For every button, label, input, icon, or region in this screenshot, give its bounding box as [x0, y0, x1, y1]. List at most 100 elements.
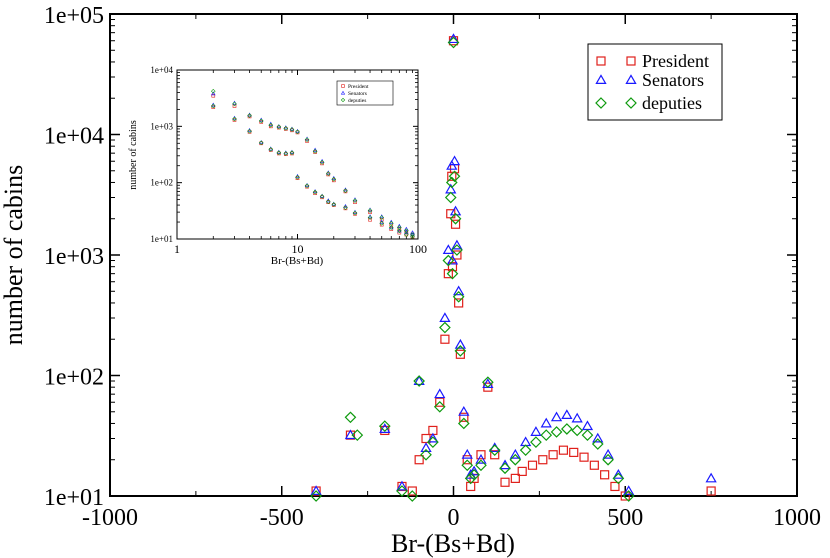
- inset-data-point: [343, 204, 348, 208]
- data-point: [475, 453, 487, 464]
- inset-legend: President Senators deputies: [336, 80, 394, 106]
- data-point: [439, 321, 451, 334]
- data-point: [310, 485, 322, 496]
- inset-data-point: [353, 212, 357, 216]
- data-point: [464, 472, 477, 485]
- data-point: [454, 345, 467, 357]
- data-point: [351, 429, 364, 441]
- inset-data-point: [404, 232, 409, 237]
- inset-data-point: [397, 225, 402, 230]
- data-point: [461, 448, 473, 459]
- inset-data-point: [320, 161, 324, 166]
- inset-data-point: [211, 105, 216, 109]
- legend-label-senators: Senators: [642, 70, 704, 90]
- inset-y-tick-label: 1e+03: [150, 121, 173, 131]
- inset-data-point: [397, 230, 402, 235]
- data-point: [538, 455, 548, 465]
- inset-data-point: [259, 120, 264, 124]
- data-point: [344, 411, 357, 424]
- data-point: [453, 285, 465, 296]
- data-point: [396, 480, 408, 491]
- inset-data-point: [397, 228, 402, 234]
- data-point: [490, 450, 500, 460]
- data-point: [530, 436, 542, 448]
- data-point: [461, 459, 474, 472]
- inset-data-point: [289, 127, 295, 132]
- inset-data-points: [210, 88, 415, 239]
- data-point: [561, 409, 573, 420]
- data-point: [449, 212, 462, 225]
- main-x-axis-label: Br-(Bs+Bd): [391, 529, 515, 558]
- data-point: [407, 486, 417, 496]
- inset-data-point: [352, 198, 358, 203]
- data-point: [427, 436, 439, 448]
- data-point: [451, 239, 463, 250]
- data-point: [482, 376, 494, 389]
- inset-series-deputies: [210, 88, 415, 239]
- data-point: [420, 442, 432, 453]
- data-point: [310, 490, 322, 502]
- data-point: [468, 468, 480, 481]
- data-point: [602, 453, 614, 466]
- x-tick-label: -1000: [82, 505, 138, 531]
- y-tick-label: 1e+04: [44, 124, 104, 150]
- data-point: [448, 170, 461, 183]
- inset-data-point: [326, 172, 331, 177]
- data-point: [406, 490, 419, 502]
- data-point: [447, 262, 458, 272]
- data-point: [530, 426, 542, 436]
- inset-data-point: [397, 228, 402, 233]
- inset-data-point: [389, 227, 394, 231]
- legend-marker-deputies: [595, 97, 607, 109]
- legend-marker-president: [626, 56, 636, 66]
- legend-marker-president: [596, 56, 606, 66]
- inset-x-tick-label: 10: [292, 242, 304, 256]
- data-point: [449, 205, 462, 216]
- data-point: [509, 453, 522, 466]
- legend-marker-senators: [595, 74, 607, 85]
- data-point: [450, 219, 461, 229]
- inset-data-point: [389, 219, 394, 224]
- data-point: [612, 468, 625, 479]
- series-deputies: [310, 36, 635, 502]
- inset-data-point: [268, 122, 274, 128]
- inset-data-point: [331, 202, 337, 207]
- inset-x-tick-label: 100: [409, 242, 427, 256]
- data-point: [706, 486, 716, 496]
- inset-legend-label-senators: Senators: [348, 91, 367, 97]
- data-point: [540, 417, 552, 428]
- data-point: [579, 452, 589, 462]
- inset-data-point: [305, 139, 309, 143]
- inset-data-point: [343, 188, 348, 194]
- inset-data-point: [232, 116, 237, 122]
- inset-data-point: [211, 91, 216, 96]
- data-point: [488, 444, 501, 457]
- data-point: [519, 444, 532, 457]
- inset-legend-markers: [340, 84, 346, 103]
- inset-data-point: [289, 150, 295, 156]
- inset-y-tick-label: 1e+04: [150, 65, 173, 75]
- x-tick-label: 1000: [773, 505, 821, 531]
- data-point: [452, 250, 462, 260]
- data-point: [465, 468, 477, 479]
- data-point: [414, 455, 424, 465]
- inset-legend-marker-senators: [340, 90, 346, 95]
- data-point: [413, 375, 425, 387]
- data-point: [452, 290, 465, 303]
- data-point: [499, 459, 511, 470]
- data-point: [569, 447, 579, 458]
- data-point: [447, 36, 460, 49]
- inset-chart: 1 10 100 1e+01 1e+02 1e+03 1e+04 Br-(Bs+Bd) nu…: [128, 65, 427, 267]
- y-tick-label: 1e+03: [44, 244, 104, 270]
- data-point: [444, 191, 457, 204]
- data-point: [550, 411, 563, 422]
- legend-label-deputies: deputies: [642, 93, 702, 113]
- data-point: [420, 448, 432, 461]
- data-point: [459, 412, 469, 422]
- data-point: [550, 426, 563, 438]
- main-legend: President Senators deputies: [587, 43, 723, 121]
- inset-legend-marker-deputies: [340, 97, 346, 103]
- legend-marker-deputies: [625, 97, 637, 109]
- data-point: [589, 460, 599, 470]
